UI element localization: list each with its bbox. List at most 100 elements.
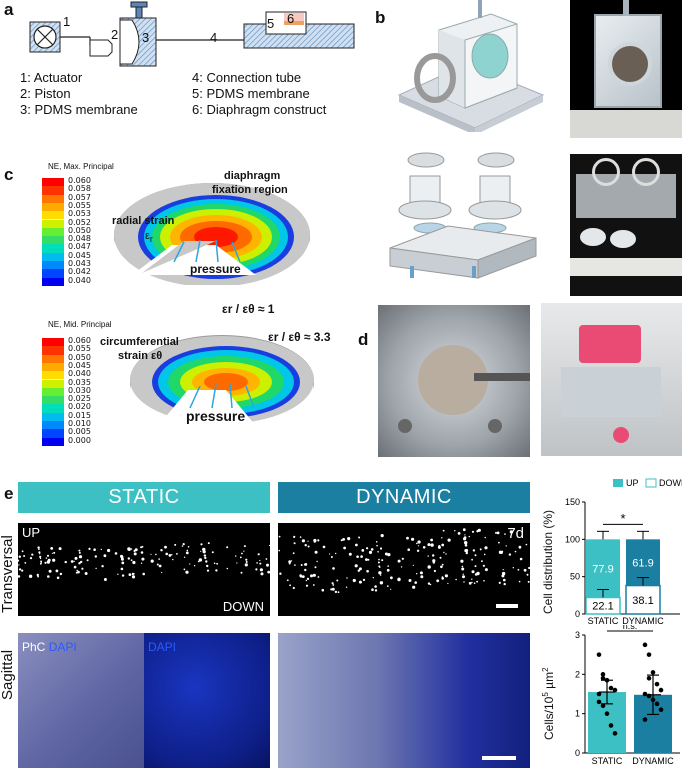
cell-nucleus-dot [471,581,473,584]
circ-strain-label-2: strain εθ [118,350,163,362]
cell-nucleus-dot [120,557,124,561]
cell-nucleus-dot [304,563,308,566]
cell-nucleus-dot [304,568,307,572]
top-colorbar-tick-label: 0.050 [68,225,91,235]
cell-nucleus-dot [317,539,320,542]
num-2: 2 [111,27,119,42]
top-colorbar-tick-label: 0.055 [68,200,91,210]
cell-nucleus-dot [464,541,468,545]
cell-nucleus-dot [355,543,358,547]
cell-nucleus-dot [345,586,348,588]
cell-nucleus-dot [504,533,506,535]
up-label: UP [22,525,41,540]
cell-nucleus-dot [286,579,289,582]
cell-nucleus-dot [379,574,382,576]
cell-nucleus-dot [508,553,512,556]
cell-nucleus-dot [18,559,20,562]
data-point [612,687,618,693]
cell-nucleus-dot [46,554,50,557]
static-sagittal-phc-image [18,633,144,768]
data-point [596,652,602,657]
data-point [600,703,606,709]
significance-marker: * [620,511,625,526]
cell-nucleus-dot [165,552,168,556]
cell-nucleus-dot [484,536,486,539]
cell-nucleus-dot [142,558,145,561]
cell-nucleus-dot [322,545,326,549]
cell-distribution-chart: 0 50 100 150 77.9 22.1 STATIC 61.9 38.1 DYNAMIC * U… [565,478,682,626]
cell-nucleus-dot [29,557,33,560]
cell-nucleus-dot [356,555,359,558]
cell-nucleus-dot [206,569,210,572]
day-label: 7d [507,525,524,542]
cell-nucleus-dot [23,555,26,557]
cell-nucleus-dot [292,552,295,555]
cell-nucleus-dot [120,567,124,571]
bottom-colorbar-tick-label: 0.015 [68,410,91,420]
cell-nucleus-dot [38,548,40,550]
cell-nucleus-dot [464,548,469,553]
cell-nucleus-dot [334,590,338,594]
bottom-colorbar-swatch [42,362,64,372]
cell-nucleus-dot [342,538,345,541]
top-colorbar-tick-label: 0.043 [68,259,91,268]
cell-nucleus-dot [155,553,157,556]
cell-nucleus-dot [132,560,136,565]
cell-nucleus-dot [365,558,368,561]
bottom-colorbar-swatch [42,354,64,363]
cell-nucleus-dot [59,572,63,576]
cell-nucleus-dot [236,562,238,564]
cell-nucleus-dot [378,565,381,568]
data-point [600,672,606,677]
bottom-strain-model [130,335,314,426]
construct-photo-1 [378,305,530,457]
construct-photo-2 [541,303,682,456]
data-point [642,691,648,697]
cell-nucleus-dot [390,576,393,580]
data-point [642,642,648,648]
cell-nucleus-dot [502,569,504,571]
cell-nucleus-dot [142,572,145,576]
cell-nucleus-dot [460,559,464,563]
bottom-colorbar-tick-label: 0.005 [68,427,91,437]
cell-nucleus-dot [371,588,374,591]
cell-nucleus-dot [412,585,416,589]
legend-up-label: UP [626,478,639,488]
ratio2-label: εr / εθ ≈ 3.3 [268,330,331,344]
cell-nucleus-dot [53,551,56,554]
cell-nucleus-dot [397,559,401,563]
cell-nucleus-dot [158,564,162,568]
cell-nucleus-dot [52,558,56,562]
cell-nucleus-dot [366,569,369,573]
cell-nucleus-dot [36,573,39,577]
cell-nucleus-dot [427,543,431,547]
dynamic-sagittal-image [278,633,530,768]
cell-nucleus-dot [121,574,125,577]
cell-nucleus-dot [74,557,77,560]
cell-nucleus-dot [107,548,111,553]
cell-nucleus-dot [81,567,84,570]
cell-nucleus-dot [244,563,248,567]
cell-nucleus-dot [461,565,464,568]
cell-nucleus-dot [78,549,81,552]
cell-nucleus-dot [330,556,333,558]
cell-nucleus-dot [21,569,24,572]
cell-nucleus-dot [73,565,77,569]
cell-nucleus-dot [406,536,409,540]
cell-nucleus-dot [150,559,154,563]
data-point [646,652,652,657]
top-colorbar-swatch [42,252,64,261]
bottom-colorbar-tick-label: 0.035 [68,377,91,387]
cell-nucleus-dot [95,567,97,570]
cell-nucleus-dot [411,537,415,541]
top-colorbar-tick-label: 0.058 [68,184,91,194]
cell-nucleus-dot [346,577,348,579]
cell-nucleus-dot [387,553,390,557]
cell-nucleus-dot [37,575,39,578]
bottom-colorbar-swatch [42,338,64,347]
cell-nucleus-dot [114,552,118,555]
cell-nucleus-dot [38,551,41,554]
static-sagittal-dapi-image [144,633,270,768]
cell-nucleus-dot [70,560,74,563]
cell-nucleus-dot [226,546,229,549]
